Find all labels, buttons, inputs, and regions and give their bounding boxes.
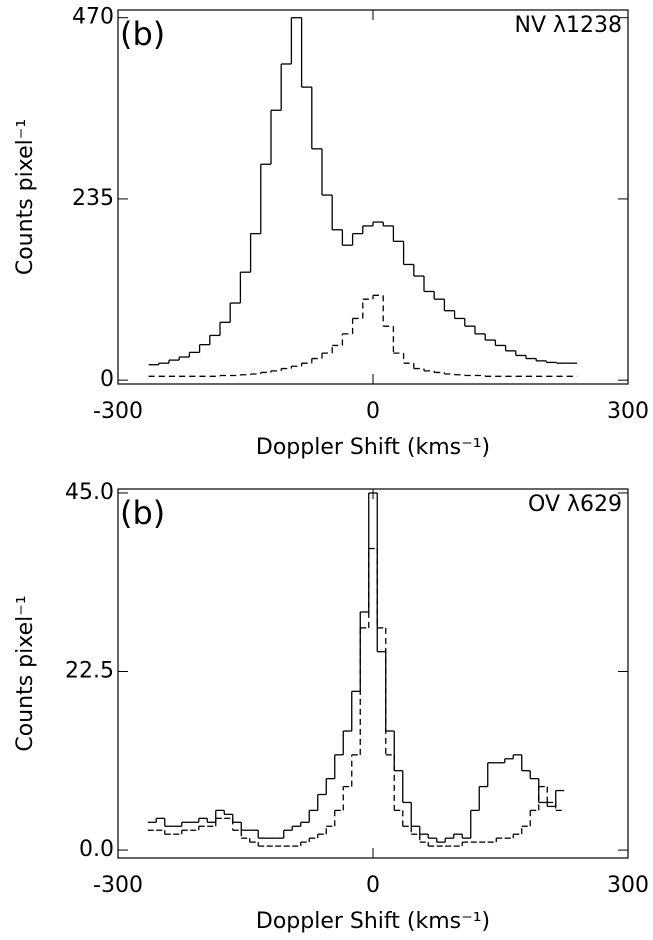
x-axis-label: Doppler Shift (kms⁻¹) [256, 909, 490, 934]
x-tick-label: 0 [366, 873, 380, 898]
line-label: NV λ1238 [514, 13, 622, 38]
y-tick-label: 470 [72, 5, 114, 30]
x-tick-label: 300 [607, 399, 649, 424]
x-tick-label: 0 [366, 399, 380, 424]
plot-frame [117, 9, 629, 385]
panel-label: (b) [120, 494, 165, 532]
x-axis-label: Doppler Shift (kms⁻¹) [256, 435, 490, 460]
y-axis-label: Counts pixel⁻¹ [13, 119, 38, 275]
y-tick-label: 0.0 [79, 837, 114, 862]
x-tick-label: -300 [93, 873, 143, 898]
y-tick-label: 45.0 [65, 480, 114, 505]
line-label: OV λ629 [528, 492, 622, 517]
y-tick-label: 22.5 [65, 659, 114, 684]
panel-label: (b) [120, 15, 165, 53]
x-tick-label: -300 [93, 399, 143, 424]
x-tick-label: 300 [607, 873, 649, 898]
y-tick-label: 235 [72, 186, 114, 211]
y-axis-label: Counts pixel⁻¹ [13, 595, 38, 751]
y-tick-label: 0 [100, 367, 114, 392]
